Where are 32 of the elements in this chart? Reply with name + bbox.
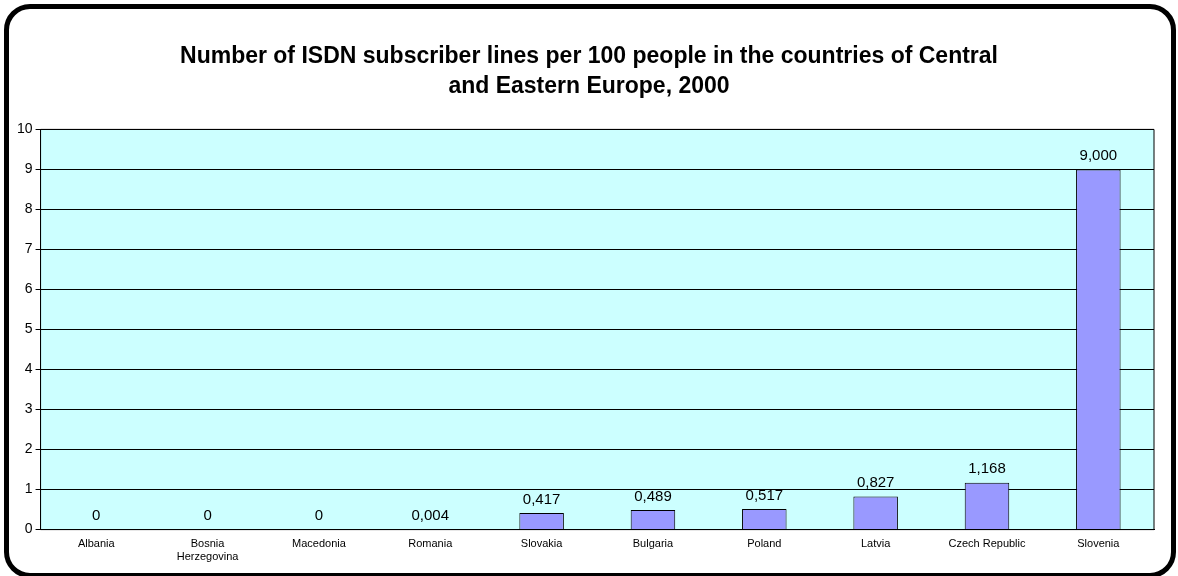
y-tick-label: 7 — [24, 240, 33, 257]
y-tick-label: 1 — [24, 480, 33, 497]
x-tick-label: Bosnia Herzegovina — [176, 537, 240, 563]
y-tick-label: 9 — [24, 160, 33, 177]
y-tick-label: 8 — [24, 200, 33, 217]
y-tick-label: 3 — [24, 400, 33, 417]
x-tick-label: Czech Republic — [948, 537, 1026, 550]
data-label: 0 — [92, 506, 101, 524]
x-tick-label: Macedonia — [292, 537, 347, 550]
data-label: 0 — [314, 506, 324, 524]
data-label: 0,827 — [856, 473, 895, 491]
data-label: 0,004 — [411, 506, 450, 524]
chart-title: Number of ISDN subscriber lines per 100 people in the countries of Central and Eastern Europe, 2000 — [179, 41, 999, 100]
data-label: 0,517 — [745, 485, 784, 503]
x-tick-label: Poland — [747, 537, 782, 550]
y-tick-label: 6 — [24, 280, 33, 297]
y-tick-label: 10 — [16, 120, 33, 137]
x-tick-label: Slovakia — [520, 537, 564, 550]
x-tick-label: Romania — [408, 537, 454, 550]
x-tick-label: Slovenia — [1077, 537, 1121, 550]
y-tick-label: 2 — [24, 440, 33, 457]
data-label: 9,000 — [1079, 146, 1118, 164]
y-tick-label: 4 — [24, 360, 33, 377]
data-label: 0,417 — [522, 489, 561, 507]
data-label: 0,489 — [634, 486, 672, 504]
y-tick-label: 5 — [24, 320, 33, 337]
x-tick-label: Bulgaria — [632, 537, 675, 550]
x-tick-label: Albania — [77, 537, 116, 550]
x-tick-label: Latvia — [860, 537, 892, 550]
data-label: 1,168 — [968, 459, 1006, 477]
y-tick-label: 0 — [24, 520, 33, 537]
data-label: 0 — [203, 506, 212, 524]
